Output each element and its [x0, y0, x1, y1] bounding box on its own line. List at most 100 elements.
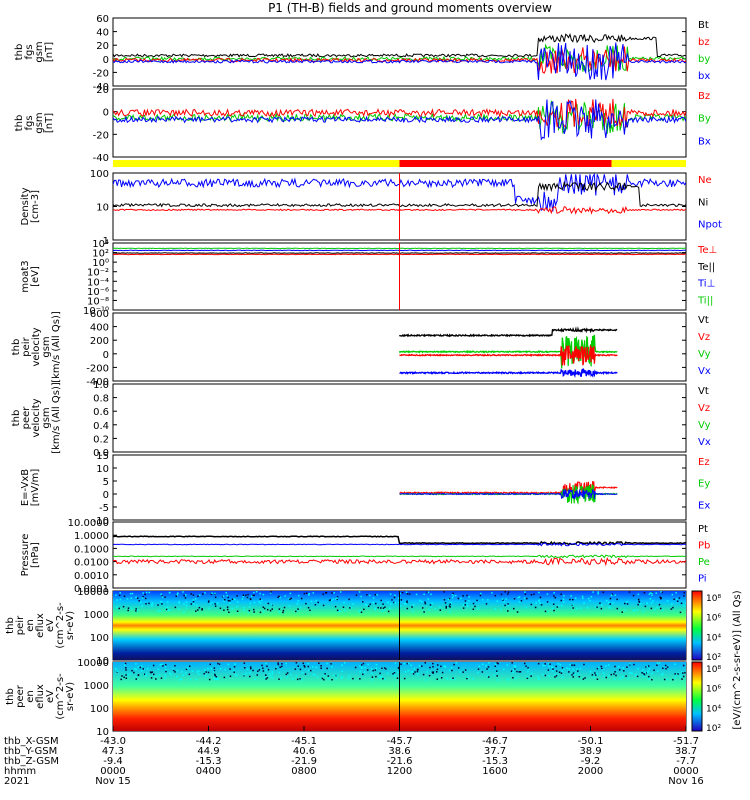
spectrogram-noise	[639, 603, 642, 605]
spectrogram-noise	[628, 591, 631, 593]
panel-frame	[112, 88, 687, 158]
y-axis-label: eflux	[35, 613, 46, 638]
spectrogram-noise	[271, 671, 274, 673]
spectrogram-noise	[507, 591, 510, 593]
spectrogram-noise	[596, 678, 599, 681]
x-axis-value: 38.6	[388, 746, 410, 757]
y-tick-label: 0	[103, 108, 109, 119]
y-tick-label: 100	[90, 169, 109, 180]
x-axis-value: -21.6	[387, 756, 413, 767]
panel-traces	[113, 243, 686, 310]
spectrogram-noise	[479, 594, 482, 597]
spectrogram-noise	[362, 662, 365, 665]
spectrogram-noise	[466, 677, 468, 680]
spectrogram-noise	[135, 663, 137, 665]
spectrogram-noise	[205, 671, 207, 673]
spectrogram-noise	[497, 662, 499, 665]
spectrogram-noise	[583, 663, 585, 666]
series-vx	[399, 367, 618, 379]
spectrogram-noise	[561, 667, 564, 669]
spectrogram-noise	[312, 665, 314, 668]
spectrogram-noise	[178, 602, 180, 604]
y-tick-label: -10	[93, 516, 109, 527]
spectrogram-noise	[151, 603, 153, 606]
spectrogram-noise	[683, 592, 686, 594]
spectrogram-noise	[460, 597, 462, 600]
spectrogram-noise	[214, 678, 216, 680]
y-axis-label: sr-eV)	[65, 682, 76, 711]
spectrogram-noise	[619, 678, 622, 680]
spectrogram-noise	[500, 609, 502, 611]
legend-entry: Vx	[698, 437, 711, 448]
spectrogram-noise	[265, 662, 267, 665]
spectrogram-noise	[377, 606, 379, 609]
spectrogram-noise	[289, 592, 292, 595]
spectrogram-noise	[406, 607, 409, 610]
y-tick-label: 0.2	[93, 434, 109, 445]
spectrogram-noise	[519, 601, 521, 603]
spectrogram-noise	[219, 667, 222, 670]
spectrogram-noise	[426, 591, 428, 593]
spectrogram-noise	[641, 672, 643, 674]
spectrogram-noise	[427, 598, 429, 600]
spectrogram-noise	[135, 675, 137, 678]
spectrogram-noise	[404, 671, 407, 673]
spectrogram-noise	[261, 664, 263, 667]
spectrogram-noise	[660, 591, 662, 593]
legend-entry: Ey	[698, 479, 710, 490]
y-axis-label: thb	[5, 688, 16, 705]
panel-5: thb peir velocity gsm [km/s (All Qs)] 600 400 2…	[11, 309, 711, 388]
spectrogram-noise	[347, 677, 350, 680]
spectrogram-noise	[137, 674, 140, 676]
spectrogram-noise	[289, 598, 291, 601]
y-tick-label: 10⁻⁸	[87, 296, 109, 307]
spectrogram-noise	[313, 673, 316, 676]
legend-entry: bz	[698, 37, 710, 48]
spectrogram-noise	[436, 664, 439, 666]
spectrogram-noise	[249, 666, 252, 668]
spectrogram-noise	[331, 678, 333, 681]
spectrogram-noise	[569, 664, 571, 666]
spectrogram-noise	[135, 596, 137, 598]
spectrogram-noise	[374, 608, 376, 611]
spectrogram-noise	[179, 678, 181, 681]
spectrogram-noise	[262, 610, 265, 613]
spectrogram-noise	[480, 592, 482, 595]
spectrogram-noise	[119, 598, 122, 601]
spectrogram-noise	[197, 595, 199, 597]
spectrogram-noise	[432, 662, 434, 665]
spectrogram-noise	[310, 600, 313, 603]
spectrogram-noise	[320, 667, 322, 670]
spectrogram-noise	[600, 665, 603, 668]
spectrogram-noise	[657, 670, 659, 673]
spectrogram-noise	[472, 608, 475, 611]
spectrogram-noise	[215, 678, 217, 680]
spectrogram-noise	[477, 668, 480, 670]
x-axis-value: -9.2	[581, 756, 601, 767]
spectrogram-noise	[431, 602, 434, 605]
spectrogram-noise	[135, 608, 137, 610]
spectrogram-noise	[540, 604, 543, 606]
spectrogram-noise	[571, 674, 573, 676]
spectrogram-noise	[406, 662, 409, 665]
legend-entry: Pi	[698, 574, 707, 585]
y-tick-label: 10⁴	[92, 239, 109, 250]
spectrogram-noise	[382, 607, 385, 609]
legend-entry: Bx	[698, 136, 711, 147]
spectrogram-noise	[424, 602, 427, 605]
series-pt	[113, 535, 686, 546]
spectrogram-noise	[229, 668, 231, 670]
spectrogram-noise	[281, 663, 283, 665]
spectrogram-noise	[141, 605, 143, 607]
spectrogram-noise	[174, 664, 176, 667]
spectrogram-noise	[597, 666, 600, 669]
spectrogram-noise	[216, 677, 219, 679]
spectrogram-noise	[512, 671, 514, 673]
spectrogram-noise	[450, 666, 453, 669]
spectrogram-noise	[666, 600, 669, 602]
spectrogram-noise	[583, 602, 585, 605]
y-tick-label: -20	[93, 68, 109, 79]
y-tick-label: -400	[86, 377, 109, 388]
legend-entry: Te⊥	[697, 245, 717, 256]
spectrogram-noise	[375, 602, 377, 605]
